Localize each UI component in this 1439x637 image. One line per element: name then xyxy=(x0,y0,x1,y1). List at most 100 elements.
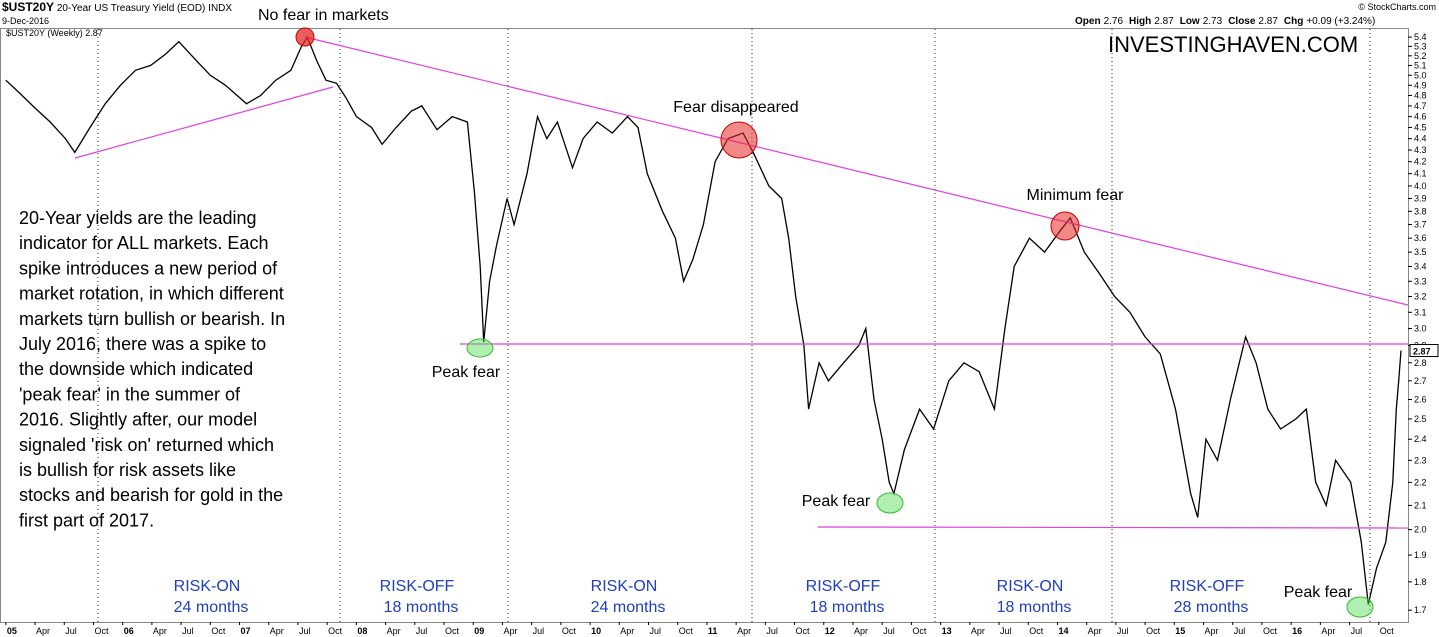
note-line: 2016. Slightly after, our model xyxy=(19,410,257,430)
source: © StockCharts.com xyxy=(1358,2,1436,12)
period-duration: 24 months xyxy=(591,599,666,616)
x-tick-label: 11 xyxy=(708,626,718,636)
period-dividers xyxy=(97,29,1371,622)
x-tick-label: Oct xyxy=(328,626,343,636)
red-circle xyxy=(295,27,315,47)
period-label: RISK-ON xyxy=(997,578,1064,595)
y-tick-label: 2.7 xyxy=(1414,376,1427,386)
note-line: spike introduces a new period of xyxy=(19,258,278,278)
quote-value: 2.87 xyxy=(1154,16,1174,27)
quote-label: Open xyxy=(1075,16,1101,27)
trend-line xyxy=(304,36,1409,306)
quote-label: High xyxy=(1129,16,1151,27)
y-tick-label: 1.8 xyxy=(1414,577,1427,587)
annotation: Peak fear xyxy=(1284,584,1353,601)
x-tick-label: 16 xyxy=(1292,626,1302,636)
note: 20-Year yields are the leading indicator … xyxy=(19,208,285,530)
x-tick-label: 08 xyxy=(357,626,367,636)
x-tick-label: Oct xyxy=(211,626,226,636)
y-tick-label: 2.2 xyxy=(1414,477,1427,487)
x-tick-label: Jul xyxy=(1351,626,1363,636)
x-tick-label: Apr xyxy=(153,626,167,636)
x-tick-label: Apr xyxy=(36,626,50,636)
annotation: Fear disappeared xyxy=(673,99,798,116)
symbol: $UST20Y xyxy=(2,0,54,14)
note-line: signaled 'risk on' returned which xyxy=(19,435,274,455)
last-value-box xyxy=(1409,344,1439,358)
y-tick-label: 4.6 xyxy=(1414,112,1427,122)
note-line: stocks and bearish for gold in the xyxy=(19,485,283,505)
trend-lines xyxy=(74,36,1409,529)
y-tick-label: 5.3 xyxy=(1414,41,1427,51)
annotation: Peak fear xyxy=(432,364,501,381)
y-tick-label: 2.4 xyxy=(1414,434,1427,444)
y-tick-label: 5.0 xyxy=(1414,70,1427,80)
y-tick-label: 4.1 xyxy=(1414,169,1427,179)
x-tick-label: Jul xyxy=(766,626,778,636)
y-tick-label: 4.0 xyxy=(1414,181,1427,191)
plot-frame xyxy=(0,28,1409,623)
x-tick-label: 10 xyxy=(591,626,601,636)
x-tick-label: Oct xyxy=(1380,626,1395,636)
x-tick-label: 15 xyxy=(1175,626,1185,636)
y-tick-label: 2.1 xyxy=(1414,500,1427,510)
note-line: the downside which indicated xyxy=(19,359,253,379)
x-tick-label: Jul xyxy=(1000,626,1012,636)
x-tick-label: Oct xyxy=(912,626,927,636)
quote-label: Low xyxy=(1180,16,1200,27)
period-duration: 24 months xyxy=(174,599,249,616)
x-tick-label: Apr xyxy=(1088,626,1102,636)
y-tick-label: 3.9 xyxy=(1414,193,1427,203)
period-label: RISK-OFF xyxy=(1170,578,1245,595)
y-tick-label: 5.1 xyxy=(1414,60,1427,70)
note-line: 20-Year yields are the leading xyxy=(19,208,257,228)
x-tick-label: Oct xyxy=(1029,626,1044,636)
quote-value: +0.09 (+3.24%) xyxy=(1306,16,1375,27)
y-tick-label: 3.5 xyxy=(1414,247,1427,257)
green-circle xyxy=(466,338,494,358)
x-tick-label: Apr xyxy=(737,626,751,636)
header-line: $UST20Y 20-Year US Treasury Yield (EOD) … xyxy=(2,0,232,14)
period-label: RISK-ON xyxy=(174,578,241,595)
note-line: July 2016, there was a spike to xyxy=(19,334,266,354)
x-tick-label: Jul xyxy=(533,626,545,636)
x-tick-label: Oct xyxy=(679,626,694,636)
x-tick-label: Oct xyxy=(445,626,460,636)
x-tick-label: 06 xyxy=(124,626,134,636)
y-tick-label: 3.1 xyxy=(1414,307,1427,317)
note-line: is bullish for risk assets like xyxy=(19,460,236,480)
red-circle xyxy=(720,121,758,159)
x-tick-label: 07 xyxy=(241,626,251,636)
y-tick-label: 1.9 xyxy=(1414,550,1427,560)
period-duration: 18 months xyxy=(384,599,459,616)
description: 20-Year US Treasury Yield (EOD) INDX xyxy=(57,3,233,14)
x-tick-label: Apr xyxy=(854,626,868,636)
trend-line xyxy=(74,86,334,159)
x-tick-label: Jul xyxy=(65,626,77,636)
last-value-label: 2.87 xyxy=(1413,347,1431,357)
x-tick-label: Oct xyxy=(94,626,109,636)
y-tick-label: 4.5 xyxy=(1414,123,1427,133)
y-tick-label: 3.3 xyxy=(1414,276,1427,286)
quote-label: Chg xyxy=(1284,16,1303,27)
x-tick-label: Jul xyxy=(1234,626,1246,636)
x-tick-label: Apr xyxy=(971,626,985,636)
x-tick-label: Apr xyxy=(620,626,634,636)
x-tick-label: Jul xyxy=(649,626,661,636)
x-tick-label: Apr xyxy=(503,626,517,636)
y-tick-label: 5.2 xyxy=(1414,51,1427,61)
y-tick-label: 3.0 xyxy=(1414,324,1427,334)
y-tick-label: 1.7 xyxy=(1414,605,1427,615)
annotation: No fear in markets xyxy=(258,7,389,24)
quote-label: Close xyxy=(1228,16,1256,27)
note-line: indicator for ALL markets. Each xyxy=(19,233,268,253)
x-tick-label: 14 xyxy=(1058,626,1068,636)
x-tick-label: Jul xyxy=(416,626,428,636)
watermark: INVESTINGHAVEN.COM xyxy=(1108,32,1358,57)
x-tick-label: 09 xyxy=(474,626,484,636)
periods: RISK-ON 24 months RISK-OFF 18 months RISK-ON… xyxy=(174,578,1249,616)
annotation: Minimum fear xyxy=(1027,187,1125,204)
note-line: first part of 2017. xyxy=(19,510,154,530)
